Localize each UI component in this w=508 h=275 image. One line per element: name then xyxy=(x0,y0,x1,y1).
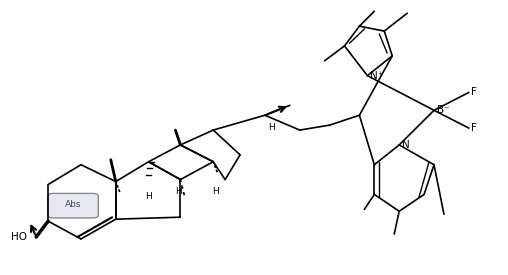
Text: Abs: Abs xyxy=(65,200,81,209)
Text: B⁻: B⁻ xyxy=(436,105,449,115)
Text: N: N xyxy=(402,140,409,150)
Text: F: F xyxy=(471,123,477,133)
FancyBboxPatch shape xyxy=(48,193,98,218)
Text: H: H xyxy=(145,192,152,201)
Text: N⁺: N⁺ xyxy=(370,71,383,81)
Text: F: F xyxy=(471,87,477,97)
Text: H: H xyxy=(175,187,182,196)
Text: H: H xyxy=(212,187,218,196)
Text: HO: HO xyxy=(12,232,27,242)
Text: H: H xyxy=(269,123,275,132)
